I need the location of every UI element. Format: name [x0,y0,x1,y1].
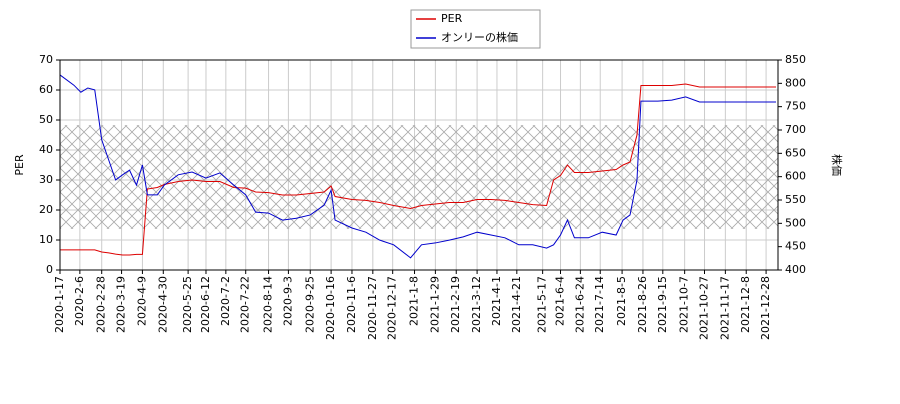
x-tick-label: 2021-8-5 [615,276,628,326]
x-tick-label: 2021-11-17 [718,276,731,340]
y-tick-label: 70 [39,53,53,66]
x-tick-label: 2020-11-6 [345,276,358,333]
y2-tick-label: 650 [785,146,806,159]
y2-tick-label: 500 [785,216,806,229]
x-tick-label: 2021-12-28 [759,276,772,340]
x-tick-label: 2020-9-3 [281,276,294,326]
y-tick-label: 20 [39,203,53,216]
x-tick-label: 2020-8-14 [262,276,275,333]
y2-tick-label: 700 [785,123,806,136]
y2-tick-label: 450 [785,240,806,253]
x-tick-label: 2020-1-17 [53,276,66,333]
x-tick-label: 2020-2-6 [73,276,86,326]
y2-tick-label: 550 [785,193,806,206]
x-tick-label: 2021-12-8 [739,276,752,333]
x-tick-label: 2021-8-26 [636,276,649,333]
x-tick-label: 2020-9-25 [303,276,316,333]
x-tick-label: 2021-4-21 [510,276,523,333]
x-tick-label: 2021-9-15 [656,276,669,333]
x-tick-label: 2020-3-19 [115,276,128,333]
x-tick-label: 2021-10-27 [698,276,711,340]
x-tick-label: 2021-1-8 [408,276,421,326]
y2-tick-label: 600 [785,170,806,183]
series-line [60,83,777,256]
x-tick-label: 2020-10-16 [324,276,337,340]
x-tick-label: 2020-4-30 [156,276,169,333]
y-tick-label: 50 [39,113,53,126]
y-tick-label: 40 [39,143,53,156]
x-tick-label: 2020-7-22 [239,276,252,333]
x-tick-label: 2021-1-29 [428,276,441,333]
x-tick-label: 2021-7-14 [593,276,606,333]
series-line [59,74,777,259]
y-tick-label: 10 [39,233,53,246]
legend-label: オンリーの株価 [441,30,518,44]
x-tick-label: 2021-4-1 [490,276,503,326]
plot-frame [59,59,779,271]
y-tick-label: 0 [46,263,53,276]
y2-tick-label: 400 [785,263,806,276]
y-axis-label: PER [13,154,26,176]
x-tick-label: 2020-2-28 [95,276,108,333]
x-tick-label: 2021-3-12 [470,276,483,333]
x-tick-label: 2020-12-17 [386,276,399,340]
y-tick-label: 30 [39,173,53,186]
legend [410,9,541,49]
x-tick-label: 2020-11-27 [366,276,379,340]
x-tick-label: 2020-5-25 [181,276,194,333]
y2-axis-label: 株価 [830,154,844,176]
x-tick-label: 2021-2-19 [449,276,462,333]
y2-tick-label: 850 [785,53,806,66]
x-tick-label: 2021-6-24 [573,276,586,333]
x-tick-label: 2020-6-12 [199,276,212,333]
x-tick-label: 2020-7-2 [219,276,232,326]
legend-label: PER [441,12,463,25]
y-tick-label: 60 [39,83,53,96]
hatch-band [60,125,778,229]
x-tick-label: 2020-4-9 [135,276,148,326]
x-tick-label: 2021-5-17 [536,276,549,333]
y2-tick-label: 750 [785,100,806,113]
x-tick-label: 2021-6-4 [554,276,567,326]
y2-tick-label: 800 [785,76,806,89]
x-tick-label: 2021-10-7 [678,276,691,333]
